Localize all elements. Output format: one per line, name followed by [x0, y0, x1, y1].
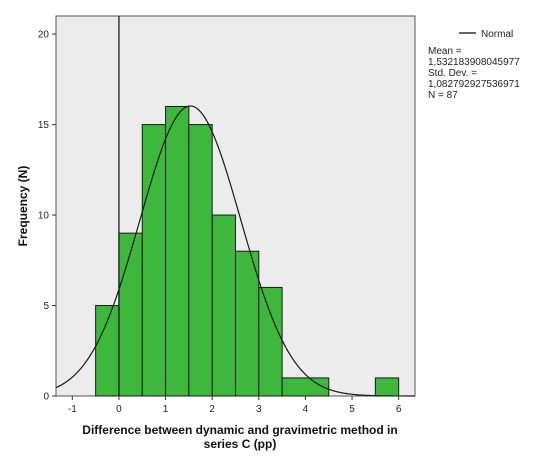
stats-std-label: Std. Dev. =: [428, 68, 477, 79]
histogram-bar: [235, 250, 260, 397]
x-tick-label: 2: [209, 404, 215, 415]
histogram-bar: [281, 377, 330, 397]
stats-mean-value: 1,532183908045977: [428, 57, 520, 68]
histogram-bar: [258, 286, 283, 397]
histogram-bar: [374, 377, 400, 397]
legend-normal-label: Normal: [481, 29, 513, 40]
stats-std-value: 1,082792927536971: [428, 79, 520, 90]
x-tick-label: 4: [303, 404, 309, 415]
x-tick-label: 6: [396, 404, 402, 415]
x-tick-label: -1: [68, 404, 77, 415]
histogram-bar: [95, 305, 120, 397]
x-axis-title-line-2: series C (pp): [204, 437, 277, 451]
x-tick-label: 0: [116, 404, 122, 415]
histogram-bar: [165, 105, 190, 397]
x-tick-label: 3: [256, 404, 262, 415]
bars-layer: [95, 105, 400, 397]
x-axis-title-line-1: Difference between dynamic and gravimetr…: [82, 423, 397, 437]
x-tick-label: 1: [163, 404, 169, 415]
y-axis-title: Frequency (N): [16, 166, 30, 247]
y-tick-label: 20: [38, 30, 50, 41]
y-tick-label: 15: [38, 120, 50, 131]
histogram-bar: [141, 124, 167, 397]
y-tick-label: 0: [43, 392, 49, 403]
stats-mean-label: Mean =: [428, 46, 462, 57]
normal-curve: [55, 105, 416, 397]
y-tick-label: 10: [38, 211, 50, 222]
stats-n: N = 87: [428, 90, 458, 101]
axes-layer: -1 0 1 2 3 4 5 6 0 5 10 15 20: [38, 30, 402, 415]
histogram-bar: [188, 124, 213, 397]
histogram-bar: [118, 232, 143, 397]
histogram-bar: [211, 214, 236, 397]
stats-block: Mean = 1,532183908045977 Std. Dev. = 1,0…: [428, 46, 520, 101]
y-tick-label: 5: [43, 301, 49, 312]
x-tick-label: 5: [349, 404, 355, 415]
legend: Normal: [459, 29, 513, 40]
